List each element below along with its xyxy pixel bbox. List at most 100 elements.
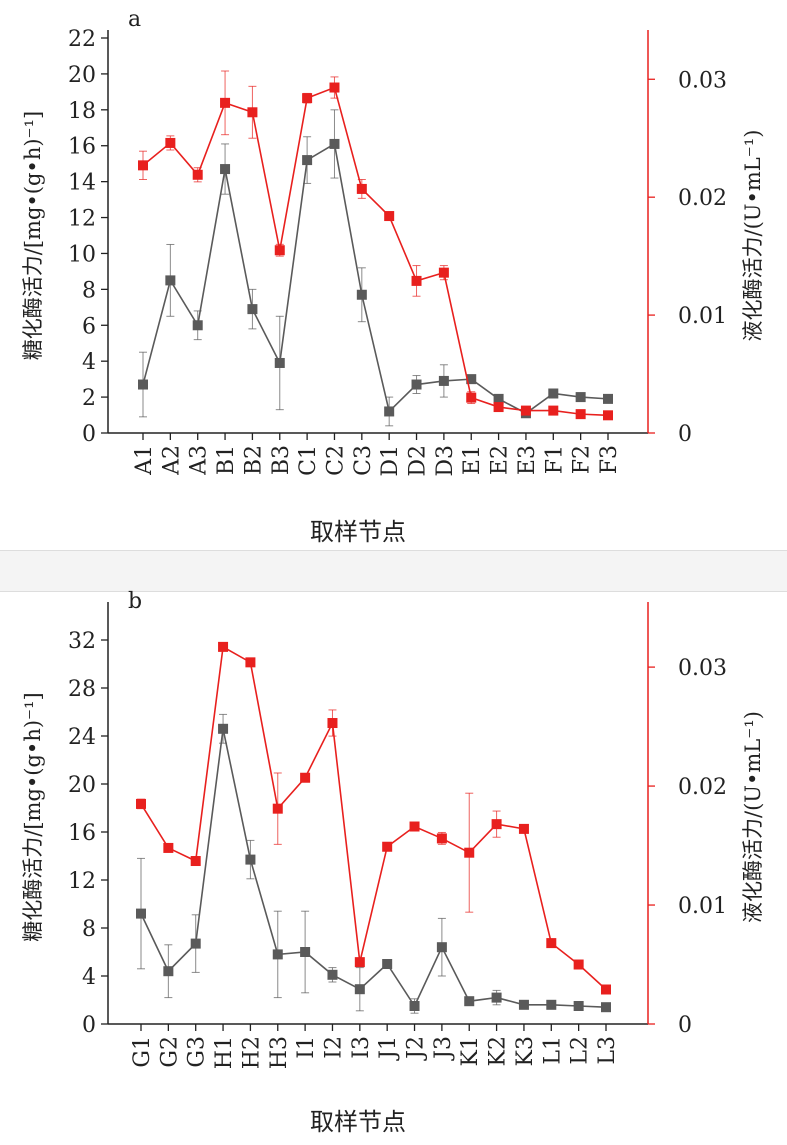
- liquefying-data-point: [329, 82, 340, 93]
- saccharifying-data-point: [603, 393, 613, 404]
- liquefying-data-point: [354, 957, 365, 968]
- saccharifying-data-point: [136, 908, 146, 919]
- saccharifying-data-point: [138, 379, 148, 390]
- liquefying-data-point: [382, 841, 393, 852]
- saccharifying-data-point: [546, 999, 557, 1010]
- x-tick-label: B1: [214, 445, 239, 475]
- saccharifying-data-point: [491, 992, 502, 1003]
- x-tick-label: I3: [349, 1036, 374, 1059]
- x-tick-label: D2: [406, 445, 431, 477]
- x-tick-label: G3: [185, 1036, 210, 1068]
- saccharifying-data-point: [247, 304, 258, 315]
- liquefying-data-point: [493, 402, 504, 413]
- liquefying-data-point: [409, 821, 420, 832]
- saccharifying-data-point: [220, 164, 231, 175]
- saccharifying-data-point: [464, 996, 475, 1007]
- saccharifying-data-point: [245, 854, 256, 865]
- liquefying-data-point: [300, 772, 311, 783]
- left-y-tick-label: 8: [82, 278, 96, 303]
- liquefying-series-line: [142, 86, 609, 417]
- left-y-tick-label: 14: [68, 171, 96, 196]
- liquefying-data-point: [163, 842, 174, 853]
- liquefying-data-point: [548, 405, 559, 416]
- liquefying-data-point: [384, 211, 395, 222]
- left-y-tick-label: 16: [68, 821, 96, 846]
- x-tick-label: D1: [378, 445, 403, 477]
- right-y-tick-label: 0.03: [678, 656, 727, 681]
- left-y-tick-label: 28: [68, 677, 96, 702]
- saccharifying-data-point: [354, 984, 365, 995]
- x-tick-label: J1: [376, 1036, 401, 1061]
- panel-label: b: [128, 589, 142, 614]
- left-y-axis-label: 糖化酶活力/[mg•(g•h)⁻¹]: [21, 111, 45, 360]
- saccharifying-data-point: [192, 320, 203, 331]
- x-tick-label: C2: [323, 445, 348, 476]
- liquefying-data-point: [575, 409, 586, 420]
- saccharifying-data-point: [274, 357, 285, 368]
- right-y-axis-label: 液化酶活力/(U•mL⁻¹): [741, 711, 765, 923]
- saccharifying-data-point: [575, 392, 586, 403]
- x-tick-label: I1: [294, 1036, 319, 1059]
- x-axis-label: 取样节点: [310, 1108, 406, 1136]
- left-y-tick-label: 24: [68, 725, 96, 750]
- liquefying-data-point: [327, 718, 338, 729]
- right-y-tick-label: 0.03: [678, 68, 727, 93]
- saccharifying-data-point: [163, 966, 174, 977]
- right-y-tick-label: 0.01: [678, 894, 727, 919]
- x-tick-label: B3: [269, 445, 294, 475]
- left-y-tick-label: 2: [82, 386, 96, 411]
- liquefying-data-point: [411, 275, 422, 286]
- liquefying-data-point: [245, 657, 256, 668]
- left-y-tick-label: 0: [82, 422, 96, 447]
- x-tick-label: K1: [458, 1036, 483, 1066]
- saccharifying-data-point: [573, 1001, 584, 1011]
- x-tick-label: H2: [239, 1036, 264, 1069]
- left-y-tick-label: 20: [68, 63, 96, 88]
- liquefying-data-point: [518, 823, 529, 834]
- left-y-tick-label: 8: [82, 917, 96, 942]
- panel-separator: [0, 550, 787, 592]
- x-tick-label: E3: [515, 445, 540, 475]
- x-tick-label: C3: [351, 445, 376, 476]
- liquefying-data-point: [218, 641, 229, 652]
- saccharifying-data-point: [165, 275, 176, 286]
- x-tick-label: K3: [513, 1036, 538, 1066]
- x-tick-label: A2: [159, 445, 184, 476]
- liquefying-data-point: [356, 183, 367, 194]
- liquefying-data-point: [302, 93, 313, 104]
- liquefying-data-point: [601, 984, 611, 995]
- left-y-tick-label: 0: [82, 1013, 96, 1038]
- left-y-tick-label: 4: [82, 350, 96, 375]
- liquefying-series-line: [140, 645, 607, 991]
- liquefying-data-point: [247, 107, 258, 118]
- liquefying-data-point: [274, 245, 285, 256]
- liquefying-data-point: [438, 267, 449, 278]
- left-y-tick-label: 12: [68, 207, 96, 232]
- liquefying-data-point: [165, 137, 176, 148]
- right-y-tick-label: 0: [678, 1013, 692, 1038]
- liquefying-data-point: [573, 959, 584, 970]
- saccharifying-series-line: [142, 142, 609, 415]
- x-tick-label: L1: [540, 1036, 565, 1065]
- x-tick-label: A1: [132, 445, 157, 476]
- liquefying-data-point: [491, 819, 502, 830]
- saccharifying-data-point: [466, 374, 477, 385]
- left-y-tick-label: 32: [68, 629, 96, 654]
- x-tick-label: F2: [570, 445, 595, 474]
- saccharifying-data-point: [548, 388, 559, 399]
- saccharifying-data-point: [190, 938, 201, 949]
- x-tick-label: J2: [404, 1036, 429, 1061]
- x-tick-label: H3: [267, 1036, 292, 1069]
- x-tick-label: C1: [296, 445, 321, 476]
- liquefying-data-point: [192, 169, 203, 180]
- saccharifying-data-point: [327, 969, 338, 980]
- x-tick-label: A3: [187, 445, 212, 476]
- saccharifying-data-point: [384, 406, 395, 417]
- x-tick-label: H1: [212, 1036, 237, 1069]
- left-y-tick-label: 12: [68, 869, 96, 894]
- right-y-tick-label: 0: [678, 422, 692, 447]
- left-y-tick-label: 10: [68, 242, 96, 267]
- left-y-tick-label: 16: [68, 135, 96, 160]
- left-y-tick-label: 6: [82, 314, 96, 339]
- x-tick-label: K2: [486, 1036, 511, 1066]
